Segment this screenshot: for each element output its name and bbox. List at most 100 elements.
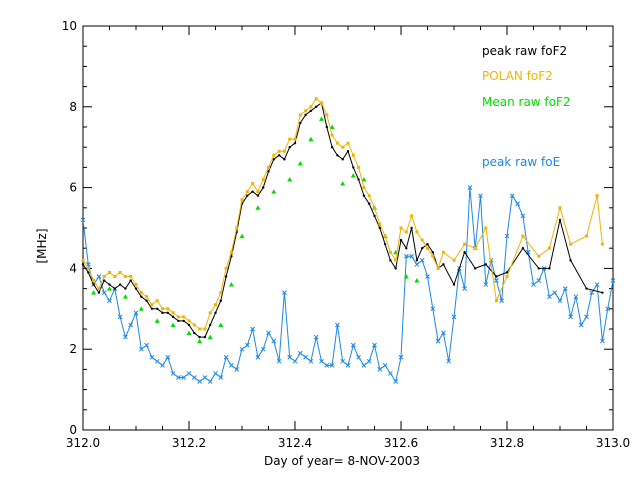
data-point <box>585 287 588 290</box>
data-point <box>108 270 111 274</box>
data-point <box>367 194 371 198</box>
data-point <box>256 194 260 197</box>
data-point <box>239 233 245 239</box>
data-point <box>504 233 510 239</box>
data-point <box>505 271 509 274</box>
x-tick-label: 312.8 <box>490 436 524 450</box>
data-point <box>223 354 229 360</box>
data-point <box>484 263 487 266</box>
data-point <box>314 97 318 101</box>
data-point <box>198 327 202 331</box>
data-point <box>478 193 483 199</box>
data-point <box>107 286 112 291</box>
data-point <box>176 375 181 380</box>
data-point <box>138 346 144 352</box>
data-point <box>329 124 335 129</box>
data-point <box>531 282 536 287</box>
legend-entry: peak raw foE <box>482 155 560 169</box>
data-point <box>272 153 276 157</box>
data-point <box>267 170 270 173</box>
data-point <box>573 294 579 300</box>
data-point <box>209 323 212 327</box>
data-point <box>293 137 297 141</box>
data-point <box>145 295 149 299</box>
data-point <box>81 263 85 266</box>
data-point <box>144 342 149 348</box>
data-point <box>267 165 270 169</box>
data-point <box>351 153 355 157</box>
data-point <box>214 303 217 307</box>
data-point <box>394 258 398 262</box>
data-point <box>261 178 265 182</box>
data-point <box>548 267 551 270</box>
data-point <box>161 307 164 311</box>
data-point <box>399 226 403 230</box>
data-point <box>350 172 356 178</box>
data-point <box>435 338 441 344</box>
data-point <box>181 375 187 380</box>
data-point <box>218 375 224 380</box>
data-point <box>118 270 122 274</box>
data-point <box>170 371 176 376</box>
data-point <box>118 283 122 286</box>
data-point <box>383 242 387 246</box>
data-point <box>282 149 286 153</box>
data-point <box>462 286 467 291</box>
data-point <box>488 257 494 263</box>
data-point <box>170 322 176 327</box>
data-point <box>547 246 551 250</box>
data-point <box>140 295 143 298</box>
data-point <box>340 181 346 186</box>
data-point <box>415 230 419 234</box>
data-point <box>409 253 414 259</box>
x-tick-label: 313.0 <box>596 436 630 450</box>
data-point <box>192 323 196 327</box>
data-point <box>568 314 573 320</box>
data-point <box>239 346 245 352</box>
data-point <box>452 283 456 286</box>
data-point <box>494 278 499 283</box>
data-point <box>368 202 371 205</box>
data-point <box>557 298 563 304</box>
data-point <box>138 306 144 311</box>
data-point <box>171 311 175 315</box>
x-tick-label: 312.4 <box>278 436 312 450</box>
data-point <box>203 327 207 331</box>
data-point <box>255 354 261 360</box>
series-polan-fof2 <box>81 97 604 331</box>
data-point <box>610 278 616 283</box>
data-point <box>156 307 159 310</box>
data-point <box>198 335 201 339</box>
data-point <box>521 234 525 238</box>
data-point <box>495 275 498 278</box>
data-point <box>219 299 222 302</box>
data-point <box>325 113 329 117</box>
data-point <box>234 367 240 372</box>
data-point <box>346 141 350 145</box>
data-point <box>187 323 191 327</box>
data-point <box>161 311 164 315</box>
data-point <box>558 206 562 210</box>
data-point <box>219 291 223 295</box>
data-point <box>398 354 404 360</box>
data-point <box>213 371 218 376</box>
data-point <box>362 194 366 197</box>
data-point <box>419 257 425 263</box>
data-point <box>388 250 392 254</box>
data-point <box>335 322 340 328</box>
data-point <box>430 306 436 312</box>
data-point <box>113 287 117 290</box>
data-point <box>403 273 409 279</box>
data-point <box>426 242 429 246</box>
data-point <box>329 363 335 368</box>
data-point <box>92 279 96 283</box>
data-point <box>521 247 525 250</box>
data-point <box>155 299 159 303</box>
data-point <box>536 278 542 283</box>
data-point <box>154 318 160 323</box>
data-point <box>441 250 445 254</box>
data-point <box>96 274 102 279</box>
data-point <box>303 354 308 360</box>
data-point <box>308 136 314 142</box>
